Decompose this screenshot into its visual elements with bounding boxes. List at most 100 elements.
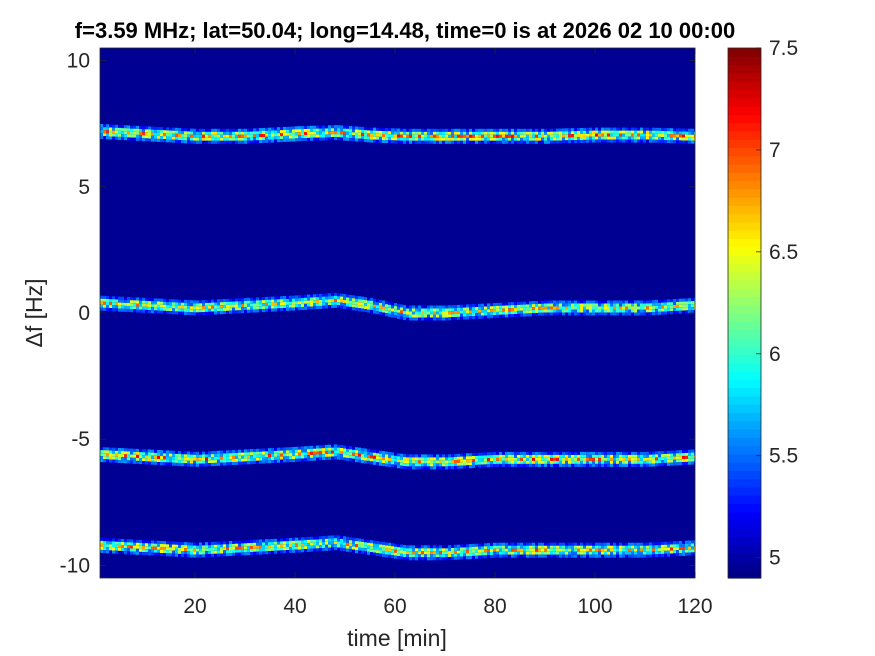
heatmap-cell <box>241 543 244 547</box>
heatmap-cell <box>409 311 412 315</box>
heatmap-cell <box>652 130 655 134</box>
heatmap-cell <box>328 456 331 460</box>
heatmap-cell <box>418 554 421 558</box>
heatmap-cell <box>181 463 184 467</box>
heatmap-cell <box>463 313 466 317</box>
heatmap-cell <box>196 463 199 467</box>
heatmap-cell <box>610 460 613 464</box>
heatmap-cell <box>109 296 112 300</box>
heatmap-cell <box>250 458 253 462</box>
heatmap-cell <box>487 140 490 144</box>
heatmap-cell <box>652 312 655 316</box>
heatmap-cell <box>691 552 694 556</box>
heatmap-cell <box>415 466 418 470</box>
heatmap-cell <box>517 451 520 455</box>
heatmap-cell <box>568 548 571 552</box>
heatmap-cell <box>247 309 250 313</box>
heatmap-cell <box>430 305 433 309</box>
heatmap-cell <box>547 460 550 464</box>
heatmap-cell <box>169 544 172 548</box>
heatmap-cell <box>424 305 427 309</box>
heatmap-cell <box>343 539 346 543</box>
heatmap-cell <box>535 460 538 464</box>
heatmap-cell <box>145 543 148 547</box>
heatmap-cell <box>304 135 307 138</box>
heatmap-cell <box>604 312 607 316</box>
heatmap-cell <box>643 554 646 558</box>
heatmap-cell <box>622 309 625 313</box>
heatmap-cell <box>166 550 169 554</box>
heatmap-cell <box>277 544 280 548</box>
heatmap-cell <box>565 131 568 135</box>
heatmap-cell <box>289 456 292 460</box>
heatmap-cell <box>187 460 190 464</box>
heatmap-cell <box>133 457 136 461</box>
heatmap-cell <box>421 137 424 141</box>
heatmap-cell <box>652 454 655 458</box>
heatmap-cell <box>259 460 262 464</box>
heatmap-cell <box>490 461 493 465</box>
heatmap-cell <box>367 451 370 455</box>
heatmap-cell <box>364 130 367 134</box>
heatmap-cell <box>349 540 352 544</box>
heatmap-cell <box>295 295 298 299</box>
heatmap-cell <box>106 302 109 305</box>
heatmap-cell <box>547 134 550 138</box>
heatmap-cell <box>592 139 595 143</box>
heatmap-cell <box>400 459 403 463</box>
heatmap-cell <box>607 312 610 316</box>
heatmap-cell <box>583 306 586 310</box>
heatmap-cell <box>424 557 427 561</box>
heatmap-cell <box>343 303 346 306</box>
heatmap-cell <box>472 131 475 135</box>
heatmap-cell <box>457 465 460 469</box>
heatmap-cell <box>286 547 289 551</box>
heatmap-cell <box>367 448 370 452</box>
heatmap-cell <box>565 551 568 555</box>
heatmap-cell <box>346 125 349 129</box>
heatmap-cell <box>385 460 388 464</box>
x-tick-label: 100 <box>577 595 612 618</box>
heatmap-cell <box>163 139 166 143</box>
heatmap-cell <box>151 126 154 130</box>
heatmap-cell <box>175 550 178 554</box>
heatmap-cell <box>439 137 442 141</box>
heatmap-cell <box>631 306 634 310</box>
heatmap-cell <box>265 302 268 306</box>
heatmap-cell <box>649 309 652 313</box>
heatmap-cell <box>172 127 175 131</box>
heatmap-cell <box>652 545 655 549</box>
heatmap-cell <box>121 125 124 129</box>
heatmap-cell <box>292 126 295 130</box>
heatmap-cell <box>349 455 352 459</box>
heatmap-cell <box>679 462 682 466</box>
heatmap-cell <box>469 550 472 554</box>
heatmap-cell <box>229 307 232 311</box>
heatmap-cell <box>646 460 649 464</box>
heatmap-cell <box>613 312 616 316</box>
heatmap-cell <box>220 459 223 463</box>
heatmap-cell <box>607 545 610 549</box>
heatmap-cell <box>496 454 499 458</box>
heatmap-cell <box>445 454 448 458</box>
heatmap-cell <box>592 554 595 558</box>
heatmap-cell <box>115 456 118 460</box>
heatmap-cell <box>478 128 481 132</box>
heatmap-cell <box>277 547 280 551</box>
heatmap-cell <box>592 460 595 464</box>
heatmap-cell <box>556 128 559 132</box>
heatmap-cell <box>460 131 463 135</box>
heatmap-cell <box>637 463 640 467</box>
heatmap-cell <box>331 302 334 306</box>
colorbar-band <box>728 569 761 579</box>
heatmap-cell <box>541 457 544 461</box>
heatmap-cell <box>355 132 358 136</box>
heatmap-cell <box>217 544 220 548</box>
heatmap-cell <box>556 545 559 549</box>
heatmap-cell <box>331 125 334 129</box>
heatmap-cell <box>382 131 385 134</box>
heatmap-cell <box>625 312 628 316</box>
heatmap-cell <box>493 545 496 549</box>
heatmap-cell <box>277 139 280 143</box>
heatmap-cell <box>403 463 406 467</box>
